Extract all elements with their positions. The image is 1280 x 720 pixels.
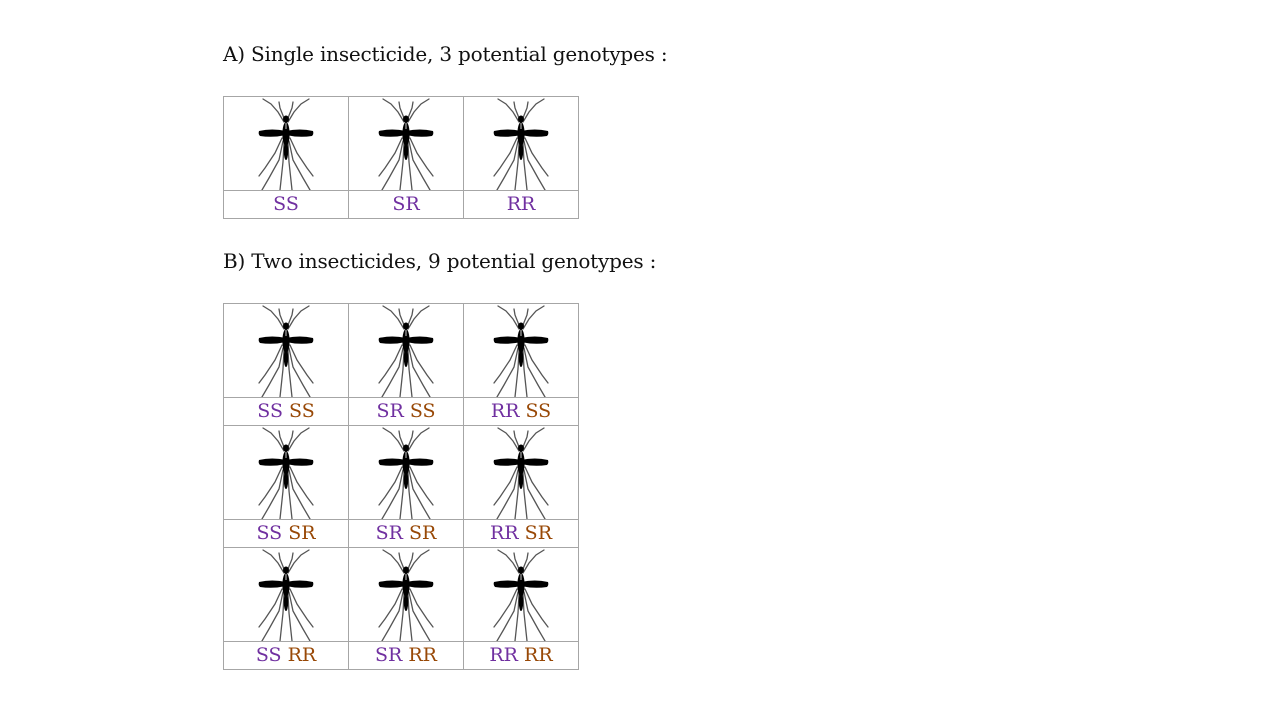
mosquito-cell <box>348 303 464 398</box>
mosquito-image-row <box>223 425 579 520</box>
insecticide-2-genotype: RR <box>524 644 553 666</box>
mosquito-cell <box>463 303 579 398</box>
mosquito-icon <box>493 97 549 190</box>
mosquito-icon <box>378 548 434 641</box>
genotype-label-cell: RR SS <box>463 397 579 426</box>
mosquito-image-row <box>223 96 579 191</box>
mosquito-icon <box>258 426 314 519</box>
mosquito-cell <box>348 425 464 520</box>
single-insecticide-genotype-grid: SS SR RR <box>223 96 579 219</box>
genotype-label-row: SS RR SR RR RR RR <box>223 641 579 670</box>
mosquito-icon <box>378 97 434 190</box>
section-b-heading: B) Two insecticides, 9 potential genotyp… <box>223 249 657 273</box>
insecticide-2-genotype: SR <box>524 522 552 544</box>
mosquito-cell <box>223 425 349 520</box>
genotype-label-cell: SR SR <box>348 519 464 548</box>
mosquito-image-row <box>223 303 579 398</box>
genotype-label-cell: SS SR <box>223 519 349 548</box>
insecticide-1-genotype: SS <box>257 400 283 422</box>
mosquito-cell <box>223 547 349 642</box>
mosquito-icon <box>378 304 434 397</box>
section-a-heading: A) Single insecticide, 3 potential genot… <box>223 42 668 66</box>
insecticide-1-genotype: SR <box>376 400 404 422</box>
genotype-label-cell: SS <box>223 190 349 219</box>
mosquito-cell <box>463 425 579 520</box>
genotype-label-cell: RR RR <box>463 641 579 670</box>
genotype-label-row: SS SS SR SS RR SS <box>223 397 579 426</box>
mosquito-icon <box>258 304 314 397</box>
insecticide-1-genotype: SR <box>392 193 420 215</box>
mosquito-cell <box>348 96 464 191</box>
insecticide-1-genotype: RR <box>506 193 536 215</box>
insecticide-2-genotype: SS <box>289 400 315 422</box>
genotype-label-cell: RR SR <box>463 519 579 548</box>
mosquito-icon <box>258 548 314 641</box>
insecticide-1-genotype: RR <box>490 522 519 544</box>
mosquito-icon <box>493 426 549 519</box>
mosquito-cell <box>223 303 349 398</box>
mosquito-cell <box>463 96 579 191</box>
insecticide-1-genotype: SR <box>375 522 403 544</box>
mosquito-icon <box>258 97 314 190</box>
mosquito-cell <box>463 547 579 642</box>
genotype-label-cell: RR <box>463 190 579 219</box>
genotype-label-cell: SR <box>348 190 464 219</box>
insecticide-1-genotype: RR <box>489 644 518 666</box>
genotype-label-cell: SS RR <box>223 641 349 670</box>
mosquito-icon <box>493 548 549 641</box>
insecticide-1-genotype: RR <box>490 400 520 422</box>
genotype-label-cell: SR SS <box>348 397 464 426</box>
mosquito-cell <box>223 96 349 191</box>
insecticide-2-genotype: RR <box>287 644 317 666</box>
insecticide-2-genotype: RR <box>408 644 437 666</box>
insecticide-1-genotype: SR <box>375 644 403 666</box>
genotype-label-row: SS SR SR SR RR SR <box>223 519 579 548</box>
mosquito-icon <box>378 426 434 519</box>
insecticide-2-genotype: SR <box>409 522 437 544</box>
insecticide-1-genotype: SS <box>256 522 283 544</box>
mosquito-cell <box>348 547 464 642</box>
two-insecticide-genotype-grid: SS SS SR SS RR SS SS SR SR SR RR SR SS R… <box>223 303 579 670</box>
insecticide-2-genotype: SS <box>525 400 552 422</box>
insecticide-1-genotype: SS <box>273 193 299 215</box>
insecticide-1-genotype: SS <box>255 644 282 666</box>
insecticide-2-genotype: SS <box>409 400 436 422</box>
genotype-label-cell: SR RR <box>348 641 464 670</box>
genotype-label-row: SS SR RR <box>223 190 579 219</box>
insecticide-2-genotype: SR <box>288 522 316 544</box>
mosquito-icon <box>493 304 549 397</box>
mosquito-image-row <box>223 547 579 642</box>
genotype-label-cell: SS SS <box>223 397 349 426</box>
